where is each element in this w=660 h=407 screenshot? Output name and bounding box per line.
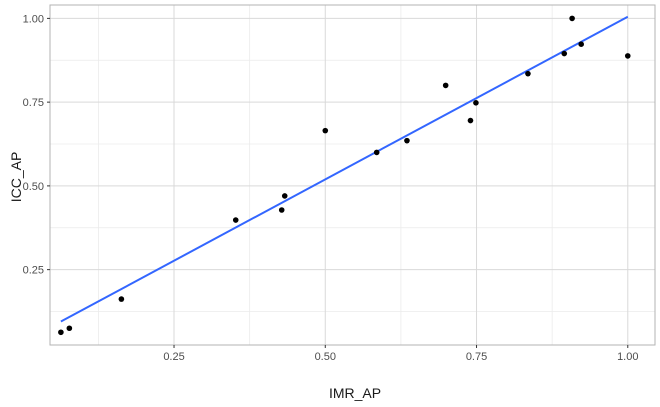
data-point [232, 217, 239, 223]
x-tick-label: 0.25 [163, 351, 184, 363]
data-point [278, 207, 285, 213]
data-point [66, 325, 73, 332]
x-axis-ticks: 0.25 0.50 0.75 1.00 [163, 345, 638, 363]
data-point [624, 53, 631, 59]
x-tick-label: 0.50 [315, 351, 336, 363]
y-tick-label: 0.25 [23, 265, 44, 277]
x-axis-title: IMR_AP [329, 385, 381, 401]
y-axis-ticks: 0.25 0.50 0.75 1.00 [23, 13, 50, 277]
data-point [118, 296, 125, 302]
data-point [569, 15, 575, 22]
data-point [578, 41, 584, 47]
x-tick-label: 1.00 [617, 351, 638, 363]
minor-gridlines [50, 5, 655, 345]
y-tick-label: 0.50 [23, 181, 44, 193]
data-point [404, 137, 410, 144]
data-point [322, 127, 329, 134]
panel-border [49, 4, 656, 346]
data-point [561, 50, 568, 57]
y-tick-label: 0.75 [23, 97, 44, 109]
data-point [58, 329, 64, 336]
y-tick-label: 1.00 [23, 13, 44, 25]
regression-line [60, 15, 629, 323]
data-points [58, 15, 631, 336]
y-axis-title: ICC_AP [8, 152, 24, 203]
x-tick-label: 0.75 [466, 351, 487, 363]
data-point [467, 117, 474, 124]
data-point [473, 100, 479, 106]
major-gridlines [50, 5, 655, 345]
data-point [373, 149, 380, 156]
data-point [281, 193, 288, 199]
regression-line-group [60, 15, 629, 323]
data-point [442, 82, 449, 89]
data-point [525, 70, 531, 77]
